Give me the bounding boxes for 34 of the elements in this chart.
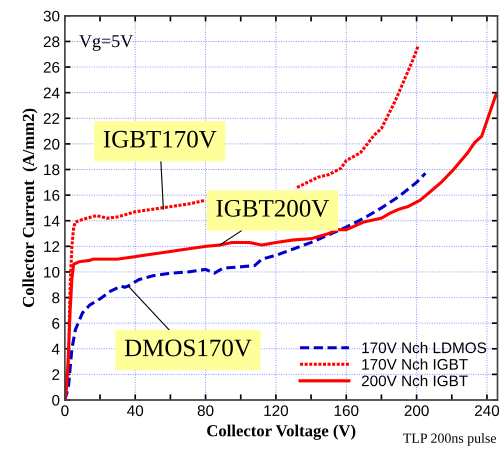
- y-tick-label: 20: [44, 138, 60, 150]
- y-tick-label: 14: [44, 216, 60, 226]
- x-tick-label: 120: [264, 405, 288, 416]
- annotation: DMOS170V: [124, 339, 252, 356]
- legend-label: 170V Nch IGBT: [362, 358, 468, 370]
- y-tick-label: 10: [44, 266, 60, 278]
- annotation: IGBT200V: [216, 200, 330, 217]
- y-tick-label: 2: [52, 369, 60, 380]
- y-tick-label: 18: [44, 164, 60, 176]
- y-tick-label: 4: [52, 344, 60, 354]
- annotation: IGBT170V: [104, 130, 216, 148]
- y-tick-label: 22: [44, 113, 60, 124]
- x-tick-label: 160: [334, 405, 358, 416]
- x-tick-label: 200: [404, 405, 429, 416]
- y-tick-label: 0: [52, 394, 60, 406]
- y-tick-label: 26: [44, 62, 60, 73]
- y-tick-label: 16: [44, 190, 60, 201]
- legend-label: 200V Nch IGBT: [362, 375, 468, 386]
- x-tick-label: 40: [127, 405, 144, 416]
- y-tick-label: 12: [44, 241, 60, 252]
- x-axis-title: Collector Voltage (V): [207, 424, 356, 440]
- legend-label: 170V Nch LDMOS: [362, 342, 486, 354]
- y-tick-label: 6: [52, 318, 60, 329]
- y-tick-label: 24: [44, 88, 60, 98]
- x-tick-label: 240: [474, 405, 499, 416]
- x-tick-label: 0: [61, 405, 69, 416]
- y-axis-title: Collector Current (A/mm2): [22, 108, 38, 308]
- y-tick-label: 28: [44, 36, 60, 48]
- x-tick-label: 80: [198, 405, 214, 416]
- annotation: Vg=5V: [79, 35, 134, 51]
- y-tick-label: 30: [44, 10, 60, 22]
- y-tick-label: 8: [52, 292, 60, 304]
- line-series: [64, 172, 427, 400]
- text: TLP 200ns pulse: [403, 433, 496, 446]
